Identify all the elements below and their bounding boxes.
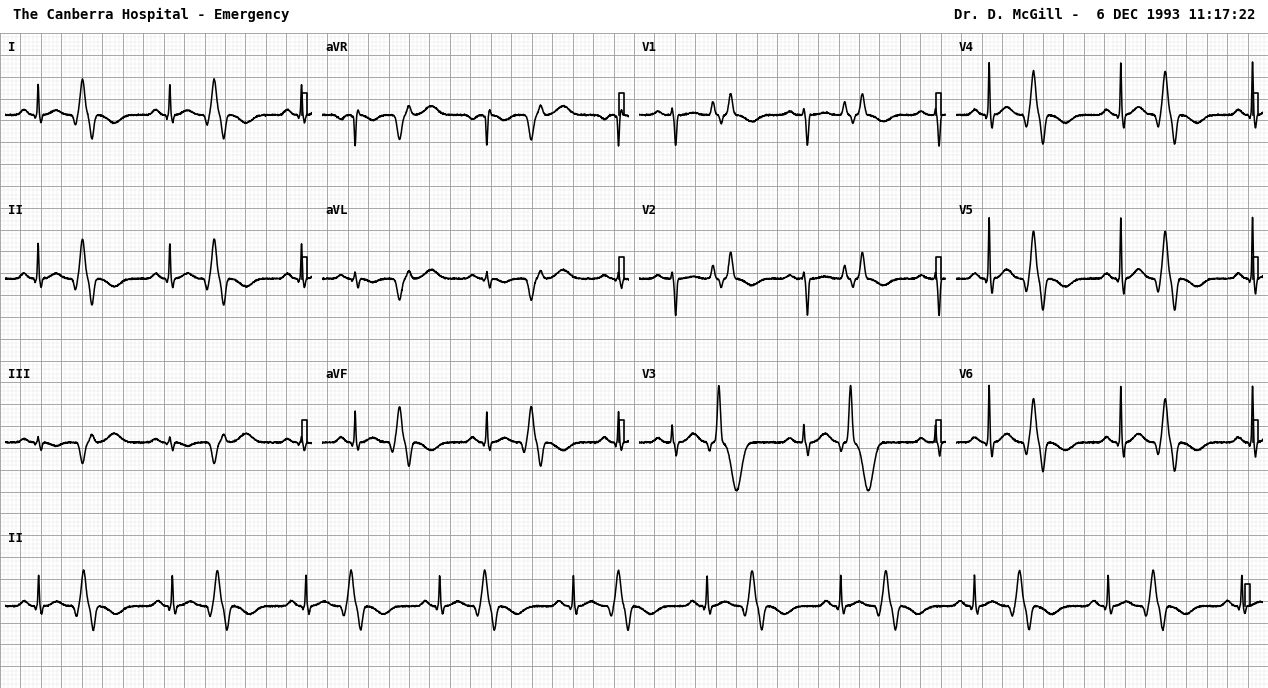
Text: V3: V3 bbox=[642, 368, 657, 381]
Text: aVF: aVF bbox=[325, 368, 347, 381]
Text: V6: V6 bbox=[959, 368, 974, 381]
Text: aVL: aVL bbox=[325, 204, 347, 217]
Text: V4: V4 bbox=[959, 41, 974, 54]
Text: aVR: aVR bbox=[325, 41, 347, 54]
Text: V2: V2 bbox=[642, 204, 657, 217]
Text: V5: V5 bbox=[959, 204, 974, 217]
Text: I: I bbox=[8, 41, 15, 54]
Text: V1: V1 bbox=[642, 41, 657, 54]
Text: The Canberra Hospital - Emergency: The Canberra Hospital - Emergency bbox=[13, 8, 289, 22]
Text: III: III bbox=[8, 368, 30, 381]
Text: II: II bbox=[8, 204, 23, 217]
Text: Dr. D. McGill -  6 DEC 1993 11:17:22: Dr. D. McGill - 6 DEC 1993 11:17:22 bbox=[954, 8, 1255, 22]
Text: II: II bbox=[8, 532, 23, 545]
